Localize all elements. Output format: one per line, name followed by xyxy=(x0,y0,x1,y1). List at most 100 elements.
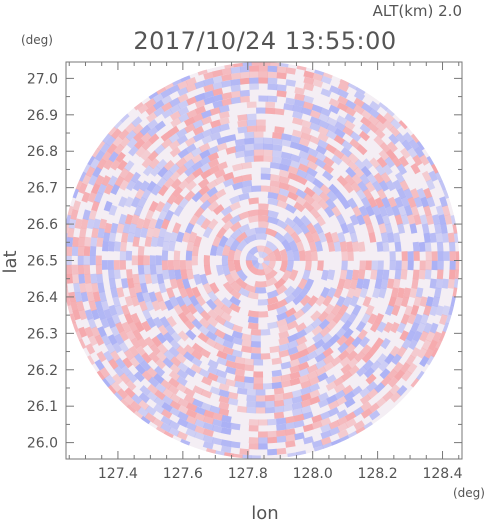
radar-cell xyxy=(199,310,211,322)
radar-cell xyxy=(212,305,225,317)
radar-cell xyxy=(276,429,287,437)
radar-cell xyxy=(311,317,323,329)
radar-cell xyxy=(310,250,318,261)
radar-cell xyxy=(97,282,105,293)
radar-cell xyxy=(322,163,334,174)
radar-cell xyxy=(276,305,288,315)
radar-cell xyxy=(400,196,410,208)
radar-cell xyxy=(304,260,312,272)
radar-cell xyxy=(261,262,268,270)
radar-cell xyxy=(260,167,271,174)
radar-cell xyxy=(126,179,136,191)
radar-cell xyxy=(199,162,212,173)
radar-cell xyxy=(339,241,348,252)
radar-cell xyxy=(239,77,250,85)
x-tick-label: 127.8 xyxy=(228,466,268,482)
radar-cell xyxy=(378,222,387,234)
radar-cell xyxy=(399,362,411,374)
radar-cell xyxy=(166,193,178,205)
radar-cell xyxy=(374,128,386,139)
radar-cell xyxy=(234,138,246,147)
radar-cell xyxy=(276,193,289,203)
radar-cell xyxy=(128,321,138,333)
radar-cell xyxy=(326,394,338,405)
radar-cell xyxy=(222,339,234,349)
radar-cell xyxy=(192,167,204,178)
radar-cell xyxy=(230,281,242,293)
radar-cell xyxy=(405,354,416,367)
radar-cell xyxy=(352,241,360,252)
radar-cell xyxy=(264,406,275,414)
radar-cell xyxy=(178,106,190,117)
radar-cell xyxy=(263,143,273,151)
radar-cell xyxy=(400,147,411,159)
radar-cell xyxy=(354,159,366,171)
radar-cell xyxy=(337,231,346,243)
radar-cell xyxy=(276,318,288,328)
radar-cell xyxy=(229,295,241,307)
radar-cell xyxy=(117,159,128,171)
radar-cell xyxy=(230,228,242,240)
radar-cell xyxy=(289,371,301,380)
radar-cell xyxy=(154,365,166,377)
radar-cell xyxy=(161,250,169,261)
radar-cell xyxy=(157,166,169,178)
radar-cell xyxy=(453,278,460,289)
radar-cell xyxy=(212,94,224,103)
radar-cell xyxy=(111,313,121,325)
radar-cell xyxy=(315,366,327,377)
radar-cell xyxy=(173,193,185,206)
radar-cell xyxy=(254,233,268,241)
radar-cell xyxy=(327,287,337,299)
radar-cell xyxy=(180,303,191,316)
radar-cell xyxy=(141,157,153,169)
radar-cell xyxy=(195,294,206,307)
radar-cell xyxy=(289,352,301,361)
radar-cell xyxy=(149,264,157,275)
radar-cell xyxy=(376,353,388,365)
radar-cell xyxy=(339,269,348,281)
radar-cell xyxy=(302,201,315,212)
radar-cell xyxy=(213,342,226,352)
radar-cell xyxy=(144,336,155,348)
radar-cell xyxy=(241,174,252,182)
radar-cell xyxy=(108,304,118,316)
radar-cell xyxy=(434,223,442,234)
radar-cell xyxy=(125,379,137,391)
radar-cell xyxy=(349,214,359,226)
radar-cell xyxy=(94,150,105,162)
radar-cell xyxy=(101,150,112,162)
radar-cell xyxy=(185,77,197,87)
radar-cell xyxy=(132,180,143,192)
radar-cell xyxy=(221,98,232,107)
radar-cell xyxy=(410,378,421,389)
radar-cell xyxy=(444,214,453,225)
radar-cell xyxy=(243,358,254,366)
radar-cell xyxy=(185,329,197,341)
radar-cell xyxy=(360,408,373,419)
radar-cell xyxy=(376,188,387,200)
radar-cell xyxy=(267,83,278,91)
radar-cell xyxy=(404,305,413,317)
radar-cell xyxy=(206,186,218,198)
radar-cell xyxy=(358,269,366,280)
radar-cell xyxy=(307,370,319,381)
radar-cell xyxy=(389,251,396,261)
radar-cell xyxy=(359,394,372,405)
radar-cell xyxy=(209,107,221,116)
radar-cell xyxy=(375,396,387,408)
radar-cell xyxy=(352,205,362,217)
radar-cell xyxy=(280,373,292,382)
radar-cell xyxy=(272,132,283,140)
radar-cell xyxy=(203,422,214,431)
radar-cell xyxy=(229,302,241,313)
radar-cell xyxy=(437,251,444,261)
radar-cell xyxy=(319,326,331,338)
radar-cell xyxy=(224,273,236,286)
radar-cell xyxy=(418,241,426,252)
radar-cell xyxy=(378,205,388,217)
radar-cell xyxy=(291,408,303,417)
radar-cell xyxy=(356,144,368,156)
radar-cell xyxy=(421,339,432,351)
radar-cell xyxy=(200,389,213,399)
